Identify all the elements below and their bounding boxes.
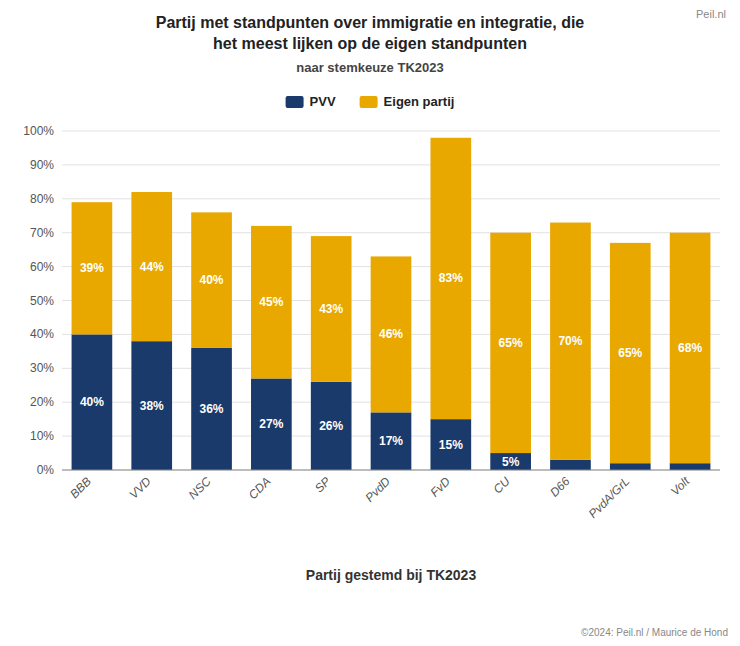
- bar-segment: [131, 341, 172, 470]
- bar-segment: [550, 460, 591, 470]
- y-tick-label: 90%: [30, 158, 54, 172]
- y-tick-label: 80%: [30, 192, 54, 206]
- bar-segment: [251, 378, 292, 470]
- data-label: 43%: [319, 302, 343, 316]
- data-label: 83%: [439, 271, 463, 285]
- data-label: 65%: [499, 336, 523, 350]
- bar-segment: [371, 412, 412, 470]
- data-label: 65%: [618, 346, 642, 360]
- bar-segment: [610, 243, 651, 463]
- bar-segment: [72, 202, 113, 334]
- x-tick-label: BBB: [67, 474, 94, 501]
- bar-segment: [191, 348, 232, 470]
- y-tick-label: 40%: [30, 327, 54, 341]
- subtitle: naar stemkeuze TK2023: [296, 60, 443, 75]
- legend-label: Eigen partij: [384, 94, 455, 109]
- legend-label: PVV: [310, 94, 336, 109]
- data-label: 5%: [502, 455, 520, 469]
- x-axis: BBB VVD NSC CDA SP PvdD FvD CU D66 PvdA/GrL Volt: [62, 470, 720, 521]
- data-label: 40%: [200, 273, 224, 287]
- x-tick-label: VVD: [126, 474, 154, 502]
- title: het meest lijken op de eigen standpunten: [213, 35, 527, 52]
- data-label: 15%: [439, 438, 463, 452]
- x-tick-label: NSC: [186, 474, 214, 502]
- legend-swatch: [360, 96, 378, 108]
- bar-segment: [430, 138, 471, 419]
- bar-segment: [430, 419, 471, 470]
- y-tick-label: 50%: [30, 294, 54, 308]
- data-label: 68%: [678, 341, 702, 355]
- data-label: 70%: [558, 334, 582, 348]
- x-tick-label: FvD: [427, 474, 453, 500]
- chart: Partij met standpunten over immigratie e…: [0, 0, 740, 646]
- bar-segment: [131, 192, 172, 341]
- bar-segment: [311, 382, 352, 470]
- copyright: ©2024: Peil.nl / Maurice de Hond: [581, 627, 728, 638]
- data-labels: 40% 38% 36% 27% 26% 17% 15% 5% 39% 44% 40% 45% 43% 46…: [80, 260, 703, 469]
- source-mark: Peil.nl: [696, 8, 726, 20]
- bar-segment: [670, 463, 711, 470]
- bar-segment: [490, 233, 531, 453]
- y-tick-label: 0%: [37, 463, 55, 477]
- x-axis-label: Partij gestemd bij TK2023: [306, 567, 477, 583]
- bar-segment: [670, 233, 711, 464]
- bars: [72, 138, 711, 470]
- y-tick-label: 10%: [30, 429, 54, 443]
- data-label: 44%: [140, 260, 164, 274]
- data-label: 17%: [379, 434, 403, 448]
- bar-segment: [251, 226, 292, 379]
- bar-segment: [550, 223, 591, 460]
- bar-segment: [311, 236, 352, 382]
- legend-swatch: [286, 96, 304, 108]
- y-tick-label: 70%: [30, 226, 54, 240]
- x-tick-label: PvdD: [362, 474, 393, 505]
- x-tick-label: SP: [312, 474, 333, 495]
- grid-line: [62, 470, 720, 471]
- y-tick-label: 30%: [30, 361, 54, 375]
- x-tick-label: PvdA/GrL: [586, 474, 633, 521]
- bar-segment: [72, 334, 113, 470]
- bar-segment: [371, 256, 412, 412]
- grid-line: [62, 164, 720, 165]
- y-axis: 0% 10% 20% 30% 40% 50% 60% 70% 80% 90% 100%: [23, 124, 720, 477]
- x-tick-label: D66: [547, 474, 573, 500]
- data-label: 45%: [259, 295, 283, 309]
- title: Partij met standpunten over immigratie e…: [156, 14, 585, 31]
- data-label: 39%: [80, 261, 104, 275]
- data-label: 46%: [379, 327, 403, 341]
- y-tick-label: 20%: [30, 395, 54, 409]
- bar-segment: [191, 212, 232, 348]
- x-tick-label: CDA: [246, 474, 274, 502]
- grid-line: [62, 131, 720, 132]
- legend: PVV Eigen partij: [286, 94, 455, 109]
- bar-segment: [610, 463, 651, 470]
- bar-segment: [490, 453, 531, 470]
- data-label: 36%: [200, 402, 224, 416]
- data-label: 38%: [140, 399, 164, 413]
- y-tick-label: 60%: [30, 260, 54, 274]
- data-label: 27%: [259, 417, 283, 431]
- x-tick-label: CU: [491, 474, 513, 496]
- data-label: 40%: [80, 395, 104, 409]
- x-axis-line: [62, 470, 720, 471]
- data-label: 26%: [319, 419, 343, 433]
- x-tick-label: Volt: [668, 474, 693, 499]
- y-tick-label: 100%: [23, 124, 54, 138]
